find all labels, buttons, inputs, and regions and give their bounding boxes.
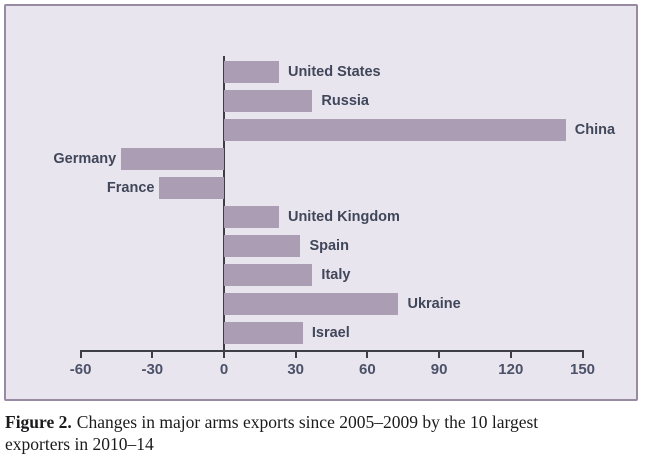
bar-united-states bbox=[224, 61, 279, 83]
x-axis-tick-150 bbox=[581, 350, 584, 358]
bar-label-china: China bbox=[574, 122, 616, 138]
x-axis-tick-label-30: 30 bbox=[287, 361, 305, 378]
zero-baseline bbox=[223, 56, 225, 352]
x-axis-tick-label-neg-30: -30 bbox=[141, 361, 164, 378]
x-axis bbox=[80, 350, 585, 352]
bar-label-russia: Russia bbox=[321, 93, 369, 109]
bar-label-france: France bbox=[106, 180, 155, 196]
figure-caption-label: Figure 2. bbox=[5, 412, 72, 432]
x-axis-tick-label-150: 150 bbox=[569, 361, 596, 378]
bar-label-spain: Spain bbox=[309, 238, 349, 254]
x-axis-tick-label-90: 90 bbox=[430, 361, 448, 378]
bar-france bbox=[159, 177, 224, 199]
bar-label-germany: Germany bbox=[53, 151, 117, 167]
x-axis-tick-neg-30 bbox=[151, 350, 154, 358]
figure-caption: Figure 2. Changes in major arms exports s… bbox=[5, 411, 625, 455]
bar-italy bbox=[224, 264, 313, 286]
x-axis-tick-90 bbox=[438, 350, 441, 358]
bar-spain bbox=[224, 235, 301, 257]
x-axis-tick-label-120: 120 bbox=[498, 361, 524, 378]
bar-label-israel: Israel bbox=[311, 325, 350, 341]
bar-china bbox=[224, 119, 566, 141]
x-axis-tick-label-60: 60 bbox=[359, 361, 376, 378]
bar-united-kingdom bbox=[224, 206, 279, 228]
x-axis-tick-30 bbox=[294, 350, 297, 358]
x-axis-tick-neg-60 bbox=[79, 350, 82, 358]
chart-panel: -60 -30 0 30 60 90 120 150 United States Russia Ch… bbox=[4, 4, 638, 401]
bar-label-ukraine: Ukraine bbox=[407, 296, 461, 312]
bar-israel bbox=[224, 322, 303, 344]
x-axis-tick-60 bbox=[366, 350, 369, 358]
bar-germany bbox=[121, 148, 224, 170]
bar-label-united-kingdom: United Kingdom bbox=[287, 209, 400, 225]
bar-ukraine bbox=[224, 293, 399, 315]
figure-caption-text-line2: exporters in 2010–14 bbox=[5, 434, 154, 454]
figure-caption-text-line1: Changes in major arms exports since 2005… bbox=[76, 412, 539, 432]
x-axis-tick-0 bbox=[223, 350, 225, 358]
plot-area: -60 -30 0 30 60 90 120 150 United States Russia Ch… bbox=[6, 6, 636, 399]
x-axis-tick-label-neg-60: -60 bbox=[69, 361, 92, 378]
x-axis-tick-120 bbox=[509, 350, 512, 358]
bar-label-italy: Italy bbox=[321, 267, 351, 283]
bar-russia bbox=[224, 90, 313, 112]
x-axis-tick-label-0: 0 bbox=[219, 361, 229, 378]
bar-label-united-states: United States bbox=[287, 64, 381, 80]
